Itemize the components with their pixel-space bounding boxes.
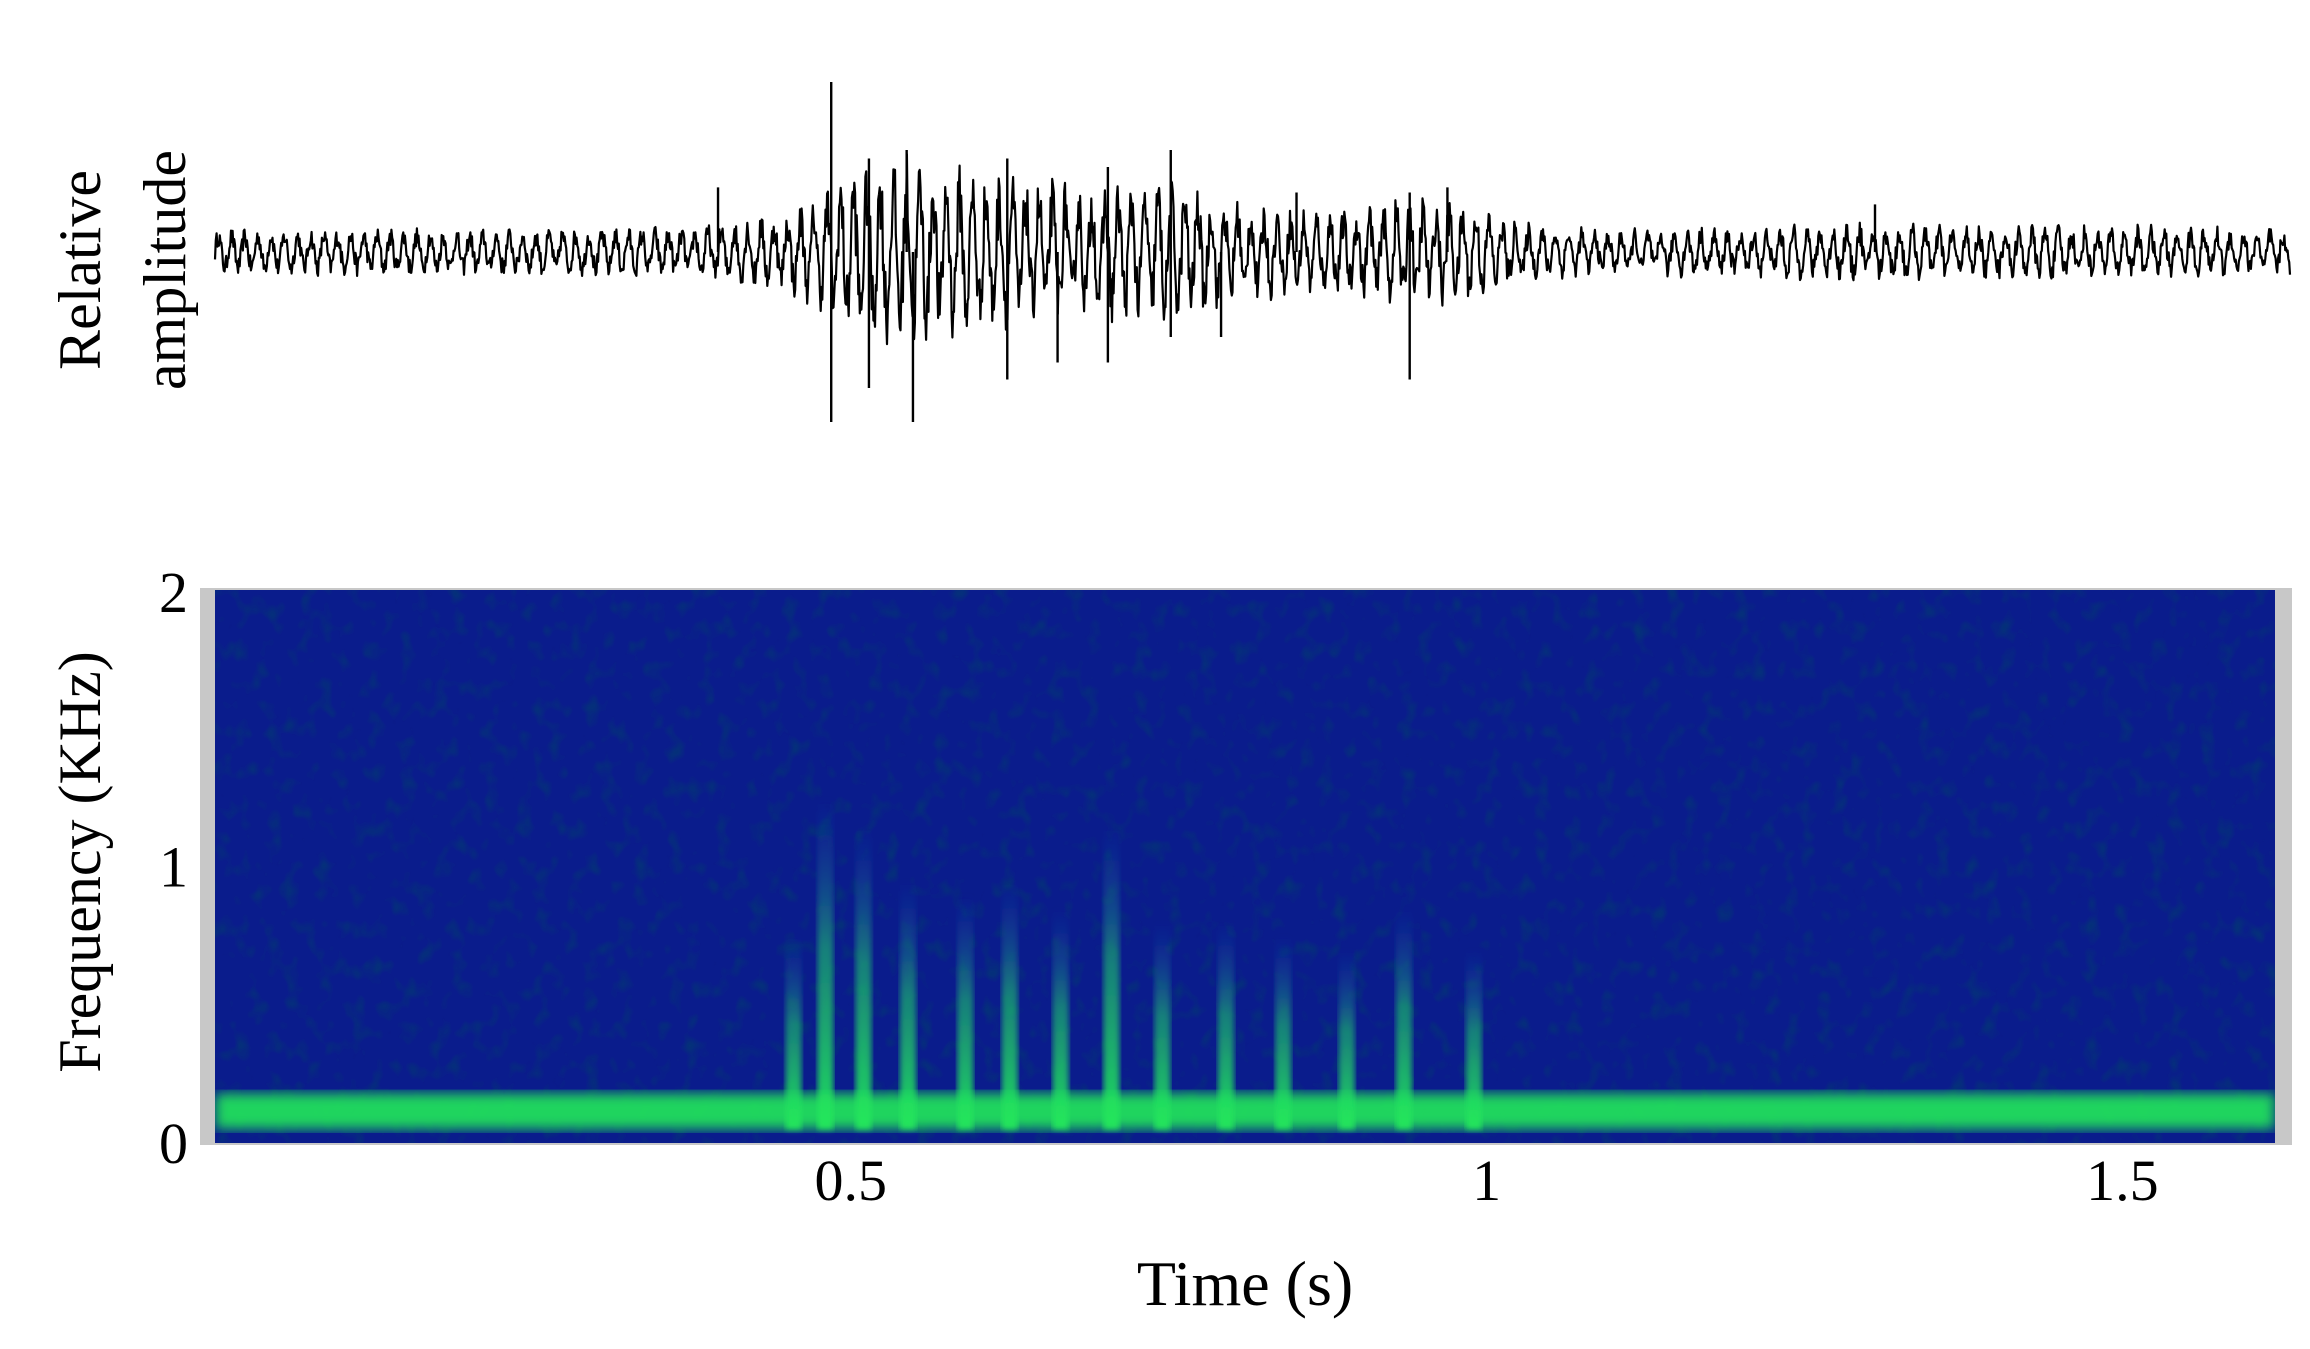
- spectrogram-pulse-4: [957, 894, 974, 1130]
- spectrogram-pulse-1: [817, 797, 834, 1130]
- xtick-label-1: 1: [1472, 1148, 1501, 1213]
- waveform-trace: [213, 153, 2292, 346]
- spectrogram-yticks: 0 1 2: [159, 560, 188, 1176]
- spectrogram-noise: [215, 590, 2275, 1143]
- ytick-label-0: 0: [159, 1111, 188, 1176]
- waveform-panel: Relative amplitude: [47, 82, 2292, 422]
- spectrogram-marks: [215, 797, 2275, 1130]
- xtick-label-0.5: 0.5: [815, 1148, 888, 1213]
- spectrogram-panel: 0 1 2 0.5 1 1.5 Frequency (KHz) Time (s): [47, 560, 2292, 1319]
- waveform-spikes: [716, 82, 1877, 422]
- spectrogram-pulse-8: [1154, 921, 1171, 1130]
- spectrogram-xlabel: Time (s): [1137, 1248, 1353, 1319]
- spectrogram-fundamental-band: [215, 1093, 2275, 1130]
- spectrogram-pulse-13: [1465, 949, 1482, 1130]
- spectrogram-pulse-7: [1103, 825, 1120, 1130]
- waveform-ylabel-line2: amplitude: [132, 150, 198, 390]
- spectrogram-ylabel: Frequency (KHz): [47, 651, 113, 1073]
- waveform-ylabel-line1: Relative: [47, 170, 113, 370]
- spectrogram-xticks: 0.5 1 1.5: [815, 1148, 2159, 1213]
- spectrogram-pulse-11: [1338, 949, 1355, 1130]
- spectrogram-pulse-0: [785, 935, 802, 1130]
- spectrogram-pulse-6: [1052, 907, 1069, 1130]
- spectrogram-pulse-5: [1001, 880, 1018, 1130]
- spectrogram-pulse-12: [1395, 907, 1412, 1130]
- spectrogram-pulse-3: [900, 880, 917, 1130]
- ytick-label-1: 1: [159, 835, 188, 900]
- spectrogram-pulse-9: [1217, 921, 1234, 1130]
- spectrogram-pulse-2: [855, 825, 872, 1130]
- xtick-label-1.5: 1.5: [2086, 1148, 2159, 1213]
- spectrogram-pulse-10: [1275, 935, 1292, 1130]
- ytick-label-2: 2: [159, 560, 188, 625]
